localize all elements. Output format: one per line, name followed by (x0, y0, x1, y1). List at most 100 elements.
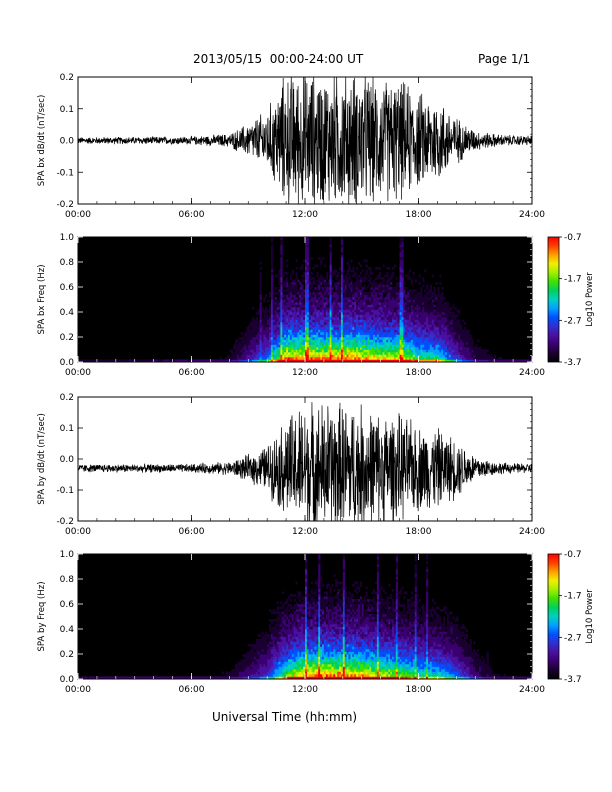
spectrogram-cell (295, 601, 298, 605)
spectrogram-cell (269, 349, 272, 353)
spectrogram-cell (446, 349, 450, 353)
spectrogram-cell (448, 334, 451, 338)
spectrogram-cell (276, 631, 279, 635)
spectrogram-cell (295, 621, 298, 625)
spectrogram-cell (337, 329, 340, 333)
spectrogram-cell (280, 624, 283, 627)
spectrogram-cell (397, 349, 400, 353)
spectrogram-cell (344, 347, 347, 350)
spectrogram-cell (369, 289, 372, 293)
spectrogram-cell (318, 294, 321, 298)
spectrogram-cell (416, 307, 419, 310)
spectrogram-cell (301, 616, 304, 620)
spectrogram-cell (253, 332, 257, 335)
spectrogram-cell (270, 289, 274, 293)
spectrogram-cell (306, 259, 310, 263)
spectrogram-cell (318, 292, 321, 295)
spectrogram-cell (242, 344, 245, 348)
spectrogram-cell (378, 282, 381, 285)
spectrogram-cell (299, 282, 302, 285)
spectrogram-cell (272, 292, 276, 295)
spectrogram-cell (352, 284, 355, 288)
spectrogram-cell (280, 302, 283, 305)
spectrogram-cell (410, 357, 414, 360)
spectrogram-cell (314, 304, 317, 308)
spectrogram-cell (427, 334, 431, 338)
spectrogram-cell (410, 319, 414, 323)
spectrogram-cell (250, 676, 253, 680)
spectrogram-cell (409, 269, 412, 273)
spectrogram-cell (412, 352, 416, 355)
spectrogram-cell (282, 634, 285, 637)
spectrogram-cell (329, 289, 332, 293)
spectrogram-cell (295, 661, 298, 665)
spectrogram-cell (252, 354, 255, 358)
spectrogram-cell (337, 354, 340, 358)
spectrogram-cell (374, 267, 378, 270)
spectrogram-cell (293, 289, 296, 293)
spectrogram-cell (248, 347, 251, 350)
spectrogram-cell (361, 317, 364, 320)
spectrogram-cell (363, 279, 366, 283)
spectrogram-cell (431, 317, 434, 320)
spectrogram-cell (204, 359, 207, 363)
spectrogram-cell (422, 349, 425, 353)
spectrogram-cell (380, 337, 383, 340)
spectrogram-cell (393, 302, 397, 305)
spectrogram-cell (306, 314, 310, 318)
spectrogram-cell (110, 359, 113, 363)
spectrogram-cell (390, 307, 393, 310)
spectrogram-cell (287, 671, 291, 675)
spectrogram-cell (369, 272, 372, 275)
spectrogram-cell (384, 302, 387, 305)
spectrogram-cell (293, 287, 296, 290)
spectrogram-cell (380, 277, 383, 280)
spectrogram-cell (261, 317, 264, 320)
spectrogram-cell (348, 299, 351, 303)
spectrogram-cell (303, 629, 306, 632)
spectrogram-cell (308, 339, 311, 343)
spectrogram-cell (287, 314, 291, 318)
spectrogram-cell (475, 357, 478, 360)
spectrogram-cell (231, 669, 234, 672)
spectrogram-cell (267, 344, 270, 348)
spectrogram-cell (416, 332, 419, 335)
spectrogram-cell (335, 317, 338, 320)
spectrogram-cell (409, 347, 412, 350)
spectrogram-cell (424, 289, 427, 293)
spectrogram-cell (261, 654, 264, 657)
spectrogram-cell (301, 357, 304, 360)
spectrogram-cell (374, 317, 378, 320)
spectrogram-cell (284, 299, 287, 303)
spectrogram-cell (250, 342, 253, 345)
spectrogram-cell (369, 307, 372, 310)
spectrogram-cell (253, 646, 257, 650)
spectrogram-cell (310, 299, 313, 303)
spectrogram-cell (384, 322, 387, 325)
spectrogram-cell (380, 322, 383, 325)
spectrogram-cell (305, 324, 308, 328)
spectrogram-cell (265, 339, 268, 343)
spectrogram-cell (384, 357, 387, 360)
spectrogram-cell (286, 279, 289, 283)
spectrogram-cell (318, 279, 321, 283)
spectrogram-cell (259, 357, 262, 360)
spectrogram-cell (357, 292, 361, 295)
spectrogram-cell (267, 309, 270, 313)
spectrogram-cell (405, 352, 408, 355)
spectrogram-cell (308, 317, 311, 320)
spectrogram-cell (316, 357, 319, 360)
spectrogram-cell (384, 274, 387, 278)
spectrogram-cell (444, 349, 448, 353)
spectrogram-cell (305, 264, 308, 268)
spectrogram-cell (280, 349, 283, 353)
spectrogram-cell (259, 322, 262, 325)
spectrogram-cell (392, 309, 395, 313)
spectrogram-cell (431, 349, 434, 353)
spectrogram-cell (427, 344, 431, 348)
spectrogram-cell (435, 344, 438, 348)
spectrogram-cell (284, 332, 287, 335)
spectrogram-cell (420, 312, 423, 315)
spectrogram-cell (329, 247, 332, 250)
spectrogram-cell (393, 324, 397, 328)
